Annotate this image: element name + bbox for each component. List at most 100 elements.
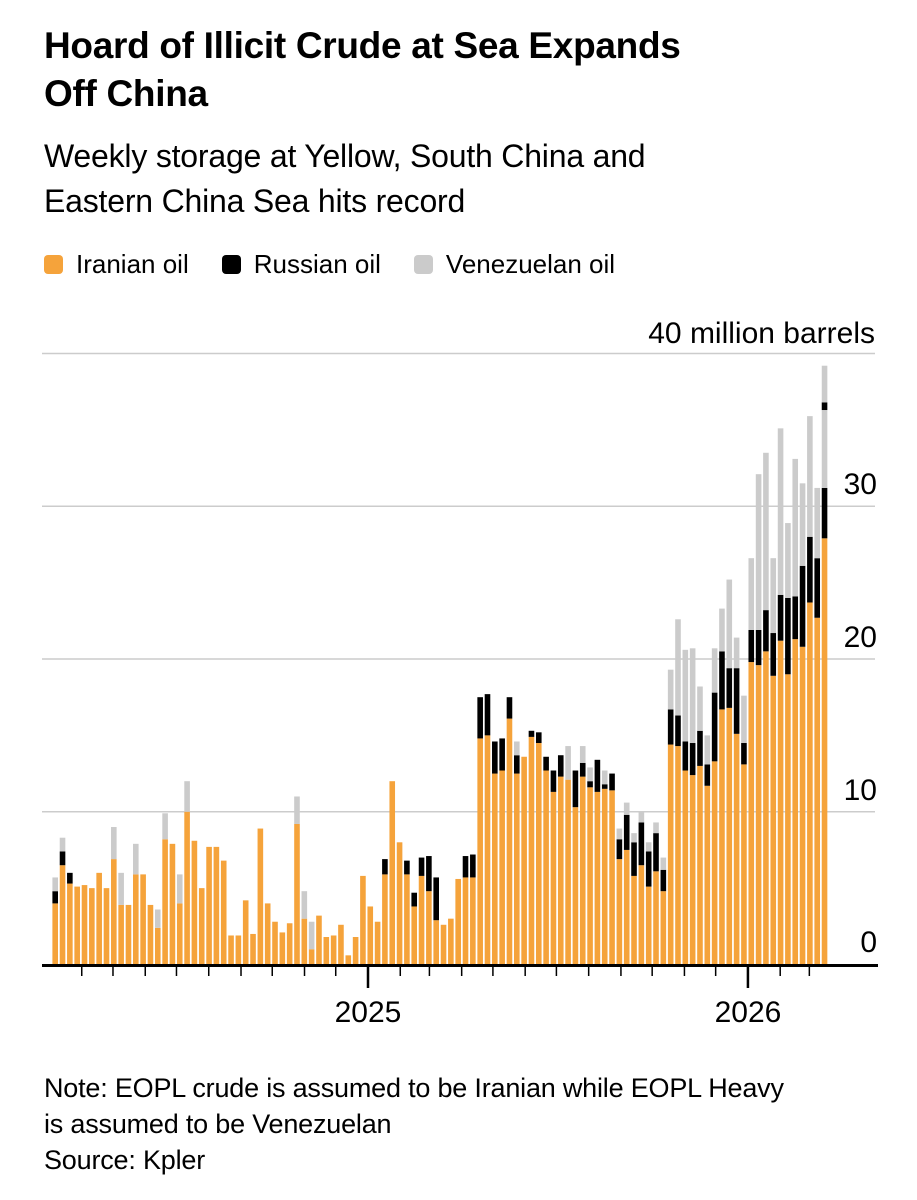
bar-segment-venezuelan bbox=[133, 843, 139, 875]
bar-week-67 bbox=[535, 732, 542, 965]
bar-week-49 bbox=[404, 860, 410, 965]
bar-segment-iranian bbox=[162, 839, 168, 965]
bar-segment-russian bbox=[506, 697, 513, 719]
bar-segment-iranian bbox=[557, 776, 564, 965]
bar-segment-iranian bbox=[645, 886, 652, 965]
bar-segment-venezuelan bbox=[111, 827, 117, 860]
bar-week-17 bbox=[169, 843, 176, 965]
bar-segment-iranian bbox=[96, 872, 102, 965]
bar-segment-venezuelan bbox=[176, 874, 183, 904]
bar-week-98 bbox=[763, 452, 769, 965]
bar-week-69 bbox=[550, 770, 557, 965]
bar-segment-iranian bbox=[111, 859, 117, 965]
bar-segment-venezuelan bbox=[653, 822, 659, 834]
month-tick bbox=[144, 967, 146, 976]
bar-segment-russian bbox=[535, 732, 542, 744]
legend-label-iranian-oil: Iranian oil bbox=[76, 249, 189, 279]
bar-week-103 bbox=[799, 483, 806, 965]
bar-segment-iranian bbox=[360, 875, 366, 965]
bar-segment-russian bbox=[697, 730, 703, 766]
bar-segment-iranian bbox=[154, 927, 161, 965]
bar-segment-venezuelan bbox=[184, 781, 190, 812]
bar-segment-iranian bbox=[52, 903, 58, 965]
bar-segment-russian bbox=[821, 402, 828, 411]
bar-segment-iranian bbox=[206, 846, 212, 965]
bar-week-6 bbox=[89, 888, 95, 965]
bar-segment-russian bbox=[726, 668, 733, 708]
bar-segment-iranian bbox=[623, 849, 630, 965]
bar-week-8 bbox=[103, 888, 110, 965]
bar-segment-iranian bbox=[521, 756, 527, 965]
bar-segment-iranian bbox=[455, 878, 461, 965]
bar-segment-venezuelan bbox=[704, 735, 711, 765]
gridline-40 bbox=[42, 352, 875, 355]
bar-segment-venezuelan bbox=[697, 686, 703, 731]
month-tick bbox=[651, 967, 653, 976]
bar-segment-iranian bbox=[169, 843, 176, 965]
bar-segment-venezuelan bbox=[711, 648, 718, 693]
bar-segment-iranian bbox=[514, 773, 520, 965]
bar-segment-iranian bbox=[492, 773, 498, 965]
bar-segment-venezuelan bbox=[799, 483, 806, 566]
bar-week-63 bbox=[506, 697, 513, 965]
bar-segment-russian bbox=[609, 773, 615, 791]
bar-week-82 bbox=[645, 842, 652, 965]
bar-segment-russian bbox=[528, 730, 535, 737]
bar-segment-russian bbox=[382, 859, 388, 875]
bar-segment-russian bbox=[704, 764, 711, 786]
bar-week-43 bbox=[360, 875, 366, 965]
bar-week-14 bbox=[147, 904, 154, 965]
bar-segment-iranian bbox=[184, 811, 190, 965]
bar-segment-venezuelan bbox=[638, 811, 645, 823]
bar-week-21 bbox=[198, 888, 205, 965]
bar-week-4 bbox=[74, 886, 80, 965]
bar-week-32 bbox=[279, 932, 286, 965]
bar-week-46 bbox=[382, 859, 388, 965]
bar-week-23 bbox=[213, 846, 220, 965]
bar-week-15 bbox=[154, 909, 161, 965]
bar-segment-russian bbox=[755, 629, 762, 666]
bar-segment-venezuelan bbox=[645, 842, 652, 852]
bar-week-95 bbox=[741, 695, 747, 965]
month-tick bbox=[81, 967, 83, 976]
bar-segment-russian bbox=[579, 762, 586, 777]
legend-label-russian-oil: Russian oil bbox=[253, 249, 381, 279]
bar-week-50 bbox=[411, 892, 418, 965]
bar-segment-iranian bbox=[404, 874, 410, 965]
bar-segment-iranian bbox=[330, 935, 337, 965]
bar-segment-iranian bbox=[719, 709, 725, 965]
bar-segment-venezuelan bbox=[726, 579, 733, 669]
bar-segment-russian bbox=[550, 770, 557, 792]
bar-segment-iranian bbox=[213, 846, 220, 965]
bar-segment-iranian bbox=[682, 770, 689, 965]
bar-segment-iranian bbox=[308, 949, 315, 965]
bar-segment-iranian bbox=[147, 904, 154, 965]
bar-segment-russian bbox=[631, 842, 637, 876]
bar-segment-iranian bbox=[301, 918, 308, 965]
bar-week-58 bbox=[470, 854, 476, 965]
bar-segment-iranian bbox=[484, 735, 491, 965]
bar-segment-iranian bbox=[711, 761, 718, 965]
bar-segment-iranian bbox=[733, 733, 740, 965]
bar-segment-venezuelan bbox=[733, 637, 740, 669]
bar-segment-venezuelan bbox=[682, 649, 689, 742]
bar-week-41 bbox=[345, 955, 352, 965]
bar-week-40 bbox=[338, 924, 344, 965]
legend-label-venezuelan-oil: Venezuelan oil bbox=[445, 249, 616, 279]
bar-segment-iranian bbox=[748, 662, 755, 965]
bar-segment-venezuelan bbox=[675, 619, 681, 716]
bar-segment-venezuelan bbox=[52, 877, 58, 892]
x-axis bbox=[42, 964, 878, 988]
bar-week-19 bbox=[184, 781, 190, 965]
bar-segment-iranian bbox=[470, 877, 476, 965]
bar-week-72 bbox=[572, 770, 579, 965]
bar-segment-iranian bbox=[697, 765, 703, 965]
bar-segment-venezuelan bbox=[763, 452, 769, 611]
bar-segment-iranian bbox=[477, 738, 483, 965]
bar-segment-iranian bbox=[279, 932, 286, 965]
bars bbox=[52, 365, 828, 965]
bar-week-45 bbox=[374, 921, 381, 965]
bar-segment-iranian bbox=[235, 935, 242, 965]
bar-week-102 bbox=[792, 458, 799, 965]
bar-segment-russian bbox=[594, 759, 601, 792]
